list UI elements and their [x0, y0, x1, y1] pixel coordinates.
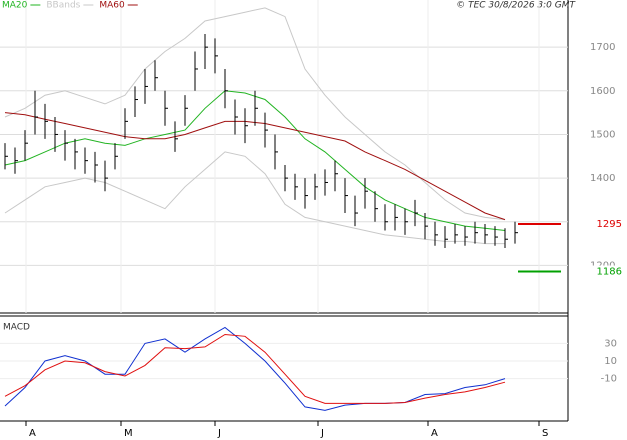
y-tick-label: -10	[601, 374, 617, 385]
x-tick-label: A	[431, 428, 438, 439]
indicator-line	[4, 7, 506, 221]
y-tick-label: 10	[604, 356, 617, 367]
credit: © TEC 30/8/2026 3:0 GMT	[456, 1, 576, 11]
x-tick-label: A	[29, 428, 36, 439]
y-tick-label: 1700	[590, 42, 615, 53]
y-tick-label: 1500	[590, 129, 615, 140]
x-tick-label: M	[124, 428, 133, 439]
panel-title: MACD	[3, 323, 30, 333]
level-label: 1186	[597, 267, 622, 278]
level-label: 1295	[597, 219, 622, 230]
indicator-line	[4, 151, 505, 245]
y-tick-label: 30	[604, 338, 617, 349]
y-tick-label: 1600	[590, 86, 615, 97]
macd-line	[4, 326, 506, 411]
legend-label: BBands	[46, 1, 80, 11]
x-tick-label: J	[320, 428, 324, 439]
x-tick-label: J	[217, 428, 221, 439]
x-tick-label: S	[542, 428, 548, 439]
legend-label: MA20	[2, 1, 28, 11]
level-label-bg	[569, 217, 625, 230]
legend-label: MA60	[99, 1, 125, 11]
y-tick-label: 1400	[590, 173, 615, 184]
level-label-bg	[569, 265, 625, 278]
macd-line	[4, 333, 506, 404]
